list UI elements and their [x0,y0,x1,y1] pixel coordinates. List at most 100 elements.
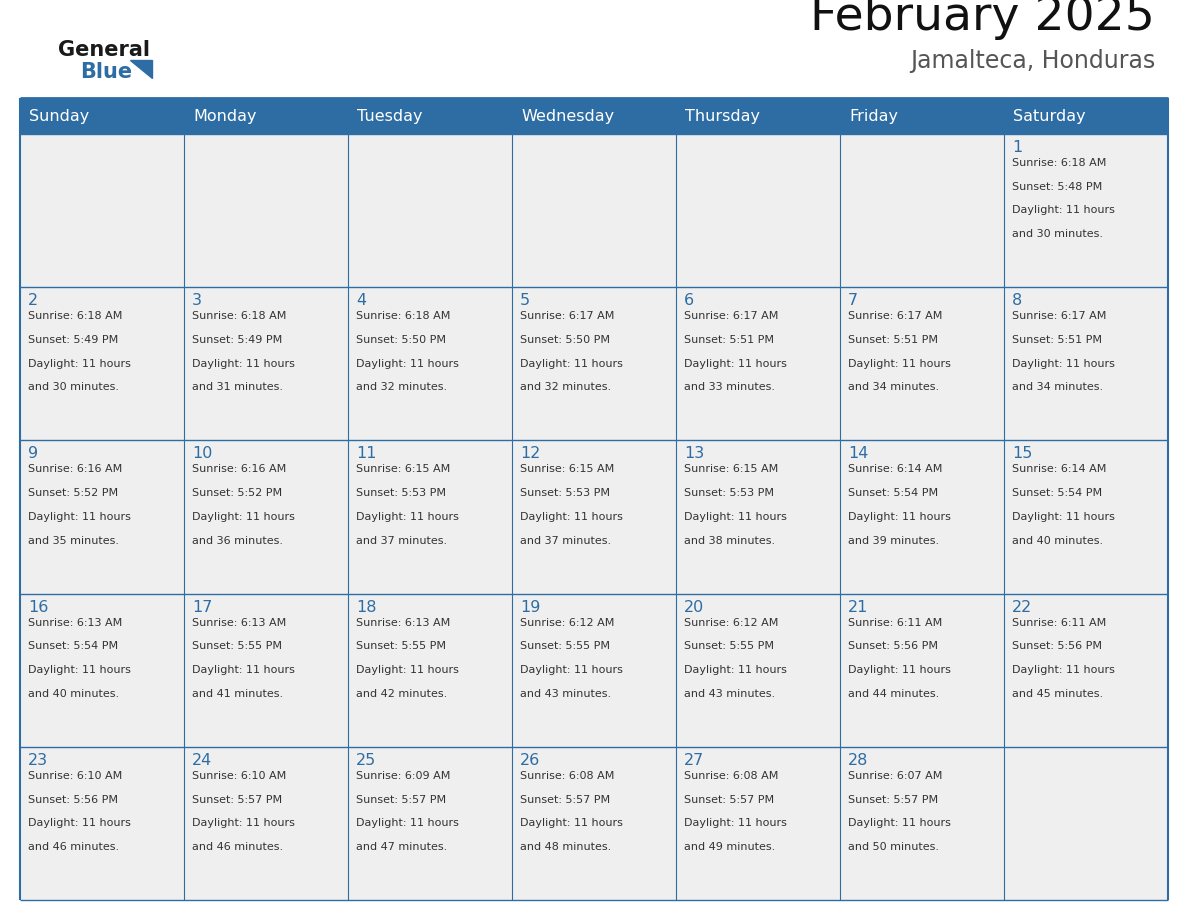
Bar [1004,287,1168,441]
Text: Daylight: 11 hours: Daylight: 11 hours [1012,666,1114,675]
Text: Sunrise: 6:18 AM: Sunrise: 6:18 AM [1012,158,1106,168]
Text: 17: 17 [192,599,213,614]
Bar [184,441,348,594]
Text: Sunset: 5:57 PM: Sunset: 5:57 PM [192,795,282,804]
Text: Sunrise: 6:15 AM: Sunrise: 6:15 AM [684,465,778,475]
Text: Sunset: 5:49 PM: Sunset: 5:49 PM [192,335,283,345]
Text: Sunset: 5:54 PM: Sunset: 5:54 PM [848,488,939,498]
Text: 23: 23 [29,753,49,767]
Text: 4: 4 [356,293,366,308]
Text: and 34 minutes.: and 34 minutes. [848,383,940,392]
Text: and 37 minutes.: and 37 minutes. [356,535,447,545]
Text: Sunrise: 6:14 AM: Sunrise: 6:14 AM [1012,465,1106,475]
Text: 24: 24 [192,753,213,767]
Bar [676,747,840,900]
Text: February 2025: February 2025 [810,0,1155,40]
Bar [184,98,348,134]
Bar [512,747,676,900]
Bar [840,441,1004,594]
Text: Sunset: 5:54 PM: Sunset: 5:54 PM [29,642,118,652]
Text: Sunrise: 6:16 AM: Sunrise: 6:16 AM [192,465,286,475]
Text: and 32 minutes.: and 32 minutes. [356,383,447,392]
Text: Sunset: 5:57 PM: Sunset: 5:57 PM [684,795,775,804]
Text: Sunset: 5:55 PM: Sunset: 5:55 PM [520,642,609,652]
Text: and 45 minutes.: and 45 minutes. [1012,688,1104,699]
Text: and 40 minutes.: and 40 minutes. [29,688,119,699]
Text: 27: 27 [684,753,704,767]
Bar [1004,98,1168,134]
Bar [676,287,840,441]
Text: 25: 25 [356,753,377,767]
Text: Daylight: 11 hours: Daylight: 11 hours [684,818,786,828]
Text: 2: 2 [29,293,38,308]
Text: Daylight: 11 hours: Daylight: 11 hours [356,359,459,369]
Text: Daylight: 11 hours: Daylight: 11 hours [192,359,295,369]
Text: Sunset: 5:57 PM: Sunset: 5:57 PM [520,795,611,804]
Text: Sunset: 5:55 PM: Sunset: 5:55 PM [684,642,775,652]
Bar [20,98,184,134]
Text: Sunset: 5:57 PM: Sunset: 5:57 PM [356,795,447,804]
Text: Daylight: 11 hours: Daylight: 11 hours [684,666,786,675]
Text: Sunset: 5:55 PM: Sunset: 5:55 PM [356,642,446,652]
Text: Daylight: 11 hours: Daylight: 11 hours [29,818,131,828]
Text: Daylight: 11 hours: Daylight: 11 hours [356,512,459,522]
Text: and 33 minutes.: and 33 minutes. [684,383,775,392]
Text: Sunset: 5:56 PM: Sunset: 5:56 PM [848,642,939,652]
Text: Sunrise: 6:11 AM: Sunrise: 6:11 AM [848,618,942,628]
Text: Daylight: 11 hours: Daylight: 11 hours [848,512,950,522]
Text: Daylight: 11 hours: Daylight: 11 hours [684,359,786,369]
Bar [348,98,512,134]
Text: Sunrise: 6:18 AM: Sunrise: 6:18 AM [192,311,286,321]
Text: 3: 3 [192,293,202,308]
Text: 8: 8 [1012,293,1022,308]
Bar [20,594,184,747]
Text: and 30 minutes.: and 30 minutes. [29,383,119,392]
Text: Daylight: 11 hours: Daylight: 11 hours [356,818,459,828]
Text: Sunset: 5:52 PM: Sunset: 5:52 PM [192,488,282,498]
Text: Sunrise: 6:08 AM: Sunrise: 6:08 AM [684,771,778,781]
Text: Sunrise: 6:12 AM: Sunrise: 6:12 AM [520,618,614,628]
Text: Sunset: 5:50 PM: Sunset: 5:50 PM [356,335,446,345]
Text: Sunset: 5:53 PM: Sunset: 5:53 PM [684,488,775,498]
Text: 21: 21 [848,599,868,614]
Text: and 31 minutes.: and 31 minutes. [192,383,283,392]
Text: and 39 minutes.: and 39 minutes. [848,535,940,545]
Text: 28: 28 [848,753,868,767]
Bar [184,134,348,287]
Text: 9: 9 [29,446,38,462]
Text: Sunrise: 6:17 AM: Sunrise: 6:17 AM [1012,311,1106,321]
Text: Sunrise: 6:17 AM: Sunrise: 6:17 AM [848,311,942,321]
Text: Sunrise: 6:17 AM: Sunrise: 6:17 AM [520,311,614,321]
Bar [840,287,1004,441]
Bar [676,441,840,594]
Bar [184,747,348,900]
Text: Jamalteca, Honduras: Jamalteca, Honduras [910,49,1155,73]
Text: Sunset: 5:56 PM: Sunset: 5:56 PM [1012,642,1102,652]
Bar [676,98,840,134]
Text: 26: 26 [520,753,541,767]
Bar [512,441,676,594]
Text: Saturday: Saturday [1013,108,1086,124]
Text: 10: 10 [192,446,213,462]
Text: and 43 minutes.: and 43 minutes. [684,688,775,699]
Bar [20,747,184,900]
Bar [676,594,840,747]
Bar [840,747,1004,900]
Text: Daylight: 11 hours: Daylight: 11 hours [848,818,950,828]
Text: 16: 16 [29,599,49,614]
Text: Sunrise: 6:11 AM: Sunrise: 6:11 AM [1012,618,1106,628]
Text: General: General [58,40,150,60]
Text: Thursday: Thursday [685,108,760,124]
Text: 18: 18 [356,599,377,614]
Polygon shape [129,60,152,78]
Bar [348,134,512,287]
Text: Sunset: 5:50 PM: Sunset: 5:50 PM [520,335,609,345]
Text: Daylight: 11 hours: Daylight: 11 hours [29,512,131,522]
Text: Sunrise: 6:14 AM: Sunrise: 6:14 AM [848,465,942,475]
Bar [840,594,1004,747]
Text: 20: 20 [684,599,704,614]
Text: Daylight: 11 hours: Daylight: 11 hours [848,359,950,369]
Bar [512,98,676,134]
Text: Sunset: 5:49 PM: Sunset: 5:49 PM [29,335,119,345]
Bar [512,287,676,441]
